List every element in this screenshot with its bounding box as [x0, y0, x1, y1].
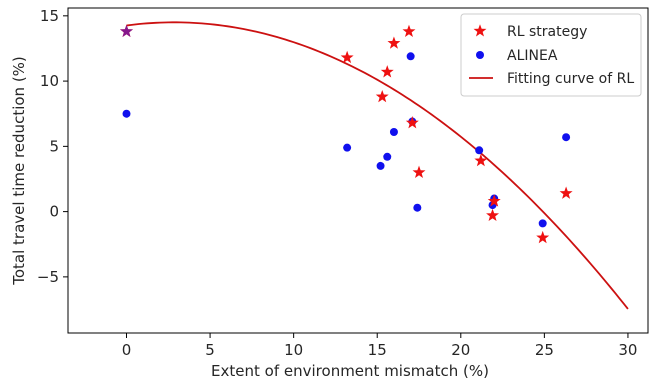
- alinea-point-11: [538, 219, 547, 228]
- rl-point-8: [474, 153, 488, 167]
- alinea-point-5: [406, 52, 415, 61]
- alinea-point-2: [376, 161, 385, 170]
- alinea-point-12: [562, 133, 571, 142]
- x-tick-label-2: 10: [284, 341, 303, 359]
- y-tick-label-4: 15: [40, 7, 59, 25]
- axes: 0 5 10 15 20 25 30 −5 0 5 10 15 Extent of environmen…: [10, 7, 649, 378]
- rl-point-12: [559, 186, 573, 199]
- rl-point-4: [387, 36, 401, 49]
- y-tick-label-3: 10: [40, 72, 59, 90]
- x-tick-label-3: 15: [368, 341, 387, 359]
- legend-marker-alinea: [476, 51, 484, 59]
- legend-box: [460, 13, 642, 97]
- alinea-point-3: [383, 152, 392, 161]
- alinea-point-8: [475, 146, 484, 155]
- rl-point-2: [375, 89, 389, 103]
- legend-label-2: Fitting curve of RL: [507, 71, 634, 87]
- alinea-point-4: [389, 127, 398, 136]
- plot-frame: [67, 7, 649, 334]
- rl-point-7: [412, 165, 426, 178]
- x-tick-label-4: 20: [451, 341, 470, 359]
- y-tick-label-1: 0: [49, 203, 59, 221]
- legend-marker-rl: [473, 24, 487, 37]
- plot-area: [120, 21, 629, 310]
- legend-label-1: ALINEA: [507, 48, 558, 64]
- rl-point-10: [487, 194, 501, 207]
- alinea-point-0: [122, 109, 131, 118]
- rl-point-6: [405, 116, 419, 129]
- legend: RL strategy ALINEA Fitting curve of RL: [460, 13, 642, 97]
- fit-curve: [126, 21, 629, 310]
- rl-point-11: [536, 230, 550, 244]
- x-tick-label-5: 25: [535, 341, 554, 359]
- rl-point-9: [486, 208, 500, 222]
- y-axis-label: Total travel time reduction (%): [10, 56, 28, 286]
- legend-label-0: RL strategy: [507, 24, 587, 40]
- x-axis-label: Extent of environment mismatch (%): [211, 362, 489, 378]
- x-tick-label-0: 0: [122, 341, 132, 359]
- rl-point-5: [402, 24, 416, 37]
- rl-point-1: [340, 50, 354, 64]
- rl-point-overlap: [120, 24, 133, 37]
- rl-point-3: [380, 65, 394, 78]
- alinea-point-7: [413, 203, 422, 212]
- alinea-point-1: [343, 143, 352, 152]
- x-tick-label-1: 5: [205, 341, 215, 359]
- y-tick-label-2: 5: [49, 137, 59, 155]
- y-tick-label-0: −5: [37, 268, 59, 286]
- x-tick-label-6: 30: [618, 341, 637, 359]
